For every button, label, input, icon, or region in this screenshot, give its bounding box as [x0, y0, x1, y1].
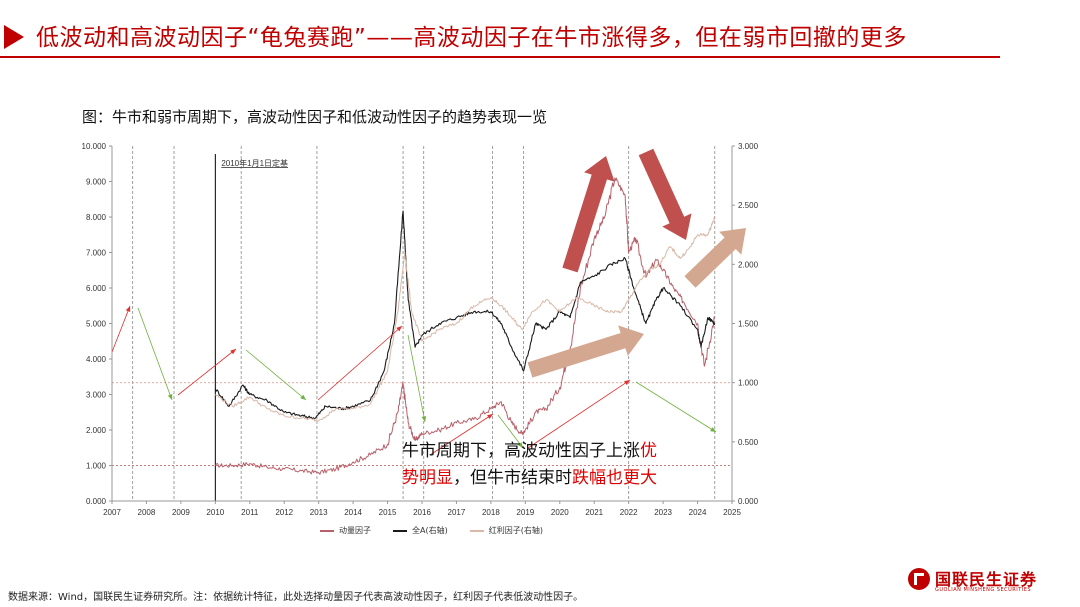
- logo-mark-icon: [908, 568, 930, 590]
- y-tick-label: 5.000: [86, 320, 107, 329]
- trend-arrows: [111, 148, 746, 456]
- logo-name: 国联民生证券: [935, 570, 1038, 589]
- trend-arrow-down-head: [710, 427, 716, 432]
- y-tick-label: 3.000: [86, 391, 107, 400]
- annotation-text-1: 牛市周期下，高波动性因子上涨: [402, 441, 640, 461]
- x-tick-label: 2015: [379, 508, 397, 517]
- annotation-line-1: 牛市周期下，高波动性因子上涨优: [402, 438, 732, 465]
- annotation-highlight-1: 优: [640, 441, 657, 461]
- x-tick-label: 2023: [654, 508, 672, 517]
- trend-arrow-down: [497, 414, 524, 449]
- title-arrow-icon: [4, 25, 24, 49]
- trend-arrow-down-head: [421, 416, 427, 422]
- y-tick-label: 10.000: [82, 142, 107, 151]
- x-tick-label: 2008: [138, 508, 156, 517]
- trend-arrow-down: [635, 381, 717, 433]
- x-tick-label: 2018: [482, 508, 500, 517]
- trend-arrow-up-head: [125, 306, 131, 312]
- y-tick-label: 7.000: [86, 249, 107, 258]
- y-tick-label: 8.000: [86, 213, 107, 222]
- trend-arrow-down-head: [517, 442, 523, 448]
- annotation-line-2: 势明显，但牛市结束时跌幅也更大: [402, 465, 732, 492]
- x-tick-label: 2022: [620, 508, 638, 517]
- trend-arrow-down: [407, 334, 426, 423]
- x-tick-label: 2009: [172, 508, 190, 517]
- x-tick-label: 2011: [241, 508, 259, 517]
- brand-logo: 国联民生证券 GUOLIAN MINSHENG SECURITIES: [908, 566, 1053, 598]
- big-arrow-up-dividend-1: [527, 325, 644, 378]
- chart: 0.000 1.000 2.000 3.000 4.000 5.000 6.000 7.000…: [82, 142, 759, 517]
- trend-arrow-down-head: [167, 394, 173, 400]
- annotation-highlight-2: 势明显: [402, 468, 453, 488]
- annotation-highlight-3: 跌幅也更大: [572, 468, 657, 488]
- x-tick-label: 2007: [103, 508, 121, 517]
- page-title: 低波动和高波动因子“龟兔赛跑”——高波动因子在牛市涨得多，但在弱市回撤的更多: [36, 25, 907, 51]
- y-tick-label: 9.000: [86, 178, 107, 187]
- y2-tick-label: 1.500: [738, 320, 759, 329]
- trend-arrow-up: [317, 325, 403, 401]
- legend-swatch-momentum: [320, 529, 334, 532]
- chart-axes: 0.000 1.000 2.000 3.000 4.000 5.000 6.000 7.000…: [82, 142, 759, 517]
- legend-swatch-dividend: [469, 529, 484, 532]
- series-line: [214, 216, 716, 423]
- big-arrow-down-momentum: [638, 148, 692, 240]
- legend-item-market: 全A(右轴): [393, 525, 448, 536]
- x-tick-label: 2021: [585, 508, 603, 517]
- baseline-note: 2010年1月1日定基: [221, 158, 288, 168]
- y2-tick-label: 2.000: [738, 260, 759, 269]
- series-layer: [214, 177, 716, 475]
- chart-legend: 动量因子 全A(右轴) 红利因子(右轴): [320, 525, 543, 536]
- title-divider: [0, 56, 1000, 58]
- legend-item-dividend: 红利因子(右轴): [469, 525, 543, 536]
- x-tick-label: 2013: [310, 508, 328, 517]
- big-arrow-up-momentum: [562, 156, 615, 273]
- series-line: [214, 177, 716, 475]
- x-tick-label: 2024: [689, 508, 707, 517]
- trend-arrow-up: [429, 413, 494, 456]
- y-tick-label: 1.000: [86, 462, 107, 471]
- trend-arrow-up-head: [230, 349, 236, 355]
- y2-tick-label: 3.000: [738, 142, 759, 151]
- x-tick-label: 2014: [344, 508, 362, 517]
- chart-annotation: 牛市周期下，高波动性因子上涨优 势明显，但牛市结束时跌幅也更大: [402, 438, 732, 492]
- trend-arrow-down: [137, 307, 173, 401]
- trend-arrow-down: [245, 349, 307, 401]
- series-line: [214, 210, 716, 420]
- trend-arrow-up-head: [624, 380, 630, 385]
- logo-subtitle: GUOLIAN MINSHENG SECURITIES: [935, 587, 1032, 593]
- trend-arrow-up-head: [487, 414, 493, 419]
- legend-swatch-market: [393, 529, 407, 532]
- legend-label-market: 全A(右轴): [412, 526, 448, 535]
- trend-arrow-up: [177, 348, 237, 396]
- y2-tick-label: 2.500: [738, 201, 759, 210]
- title-bar: 低波动和高波动因子“龟兔赛跑”——高波动因子在牛市涨得多，但在弱市回撤的更多: [0, 0, 1080, 64]
- figure-caption: 图：牛市和弱市周期下，高波动性因子和低波动性因子的趋势表现一览: [82, 108, 548, 126]
- x-tick-label: 2025: [723, 508, 741, 517]
- y2-tick-label: 1.000: [738, 379, 759, 388]
- y-tick-label: 4.000: [86, 355, 107, 364]
- x-tick-label: 2012: [275, 508, 293, 517]
- legend-item-momentum: 动量因子: [320, 525, 371, 536]
- x-tick-label: 2017: [448, 508, 466, 517]
- trend-arrow-up: [111, 305, 131, 353]
- trend-arrow-down-head: [300, 394, 306, 400]
- y-tick-label: 0.000: [86, 497, 107, 506]
- x-tick-label: 2019: [516, 508, 534, 517]
- x-tick-label: 2020: [551, 508, 569, 517]
- y2-tick-label: 0.500: [738, 438, 759, 447]
- x-tick-label: 2016: [413, 508, 431, 517]
- annotation-text-2: ，但牛市结束时: [453, 468, 572, 488]
- big-arrow-up-dividend-2: [684, 228, 746, 288]
- trend-arrow-up-head: [396, 326, 402, 332]
- y2-tick-label: 0.000: [738, 497, 759, 506]
- x-tick-label: 2010: [206, 508, 224, 517]
- y-tick-label: 6.000: [86, 284, 107, 293]
- legend-label-momentum: 动量因子: [339, 526, 371, 535]
- trend-arrow-up: [527, 379, 631, 449]
- source-footnote: 数据来源：Wind，国联民生证券研究所。注：依据统计特征，此处选择动量因子代表高…: [8, 592, 584, 603]
- legend-label-dividend: 红利因子(右轴): [488, 526, 543, 535]
- y-tick-label: 2.000: [86, 426, 107, 435]
